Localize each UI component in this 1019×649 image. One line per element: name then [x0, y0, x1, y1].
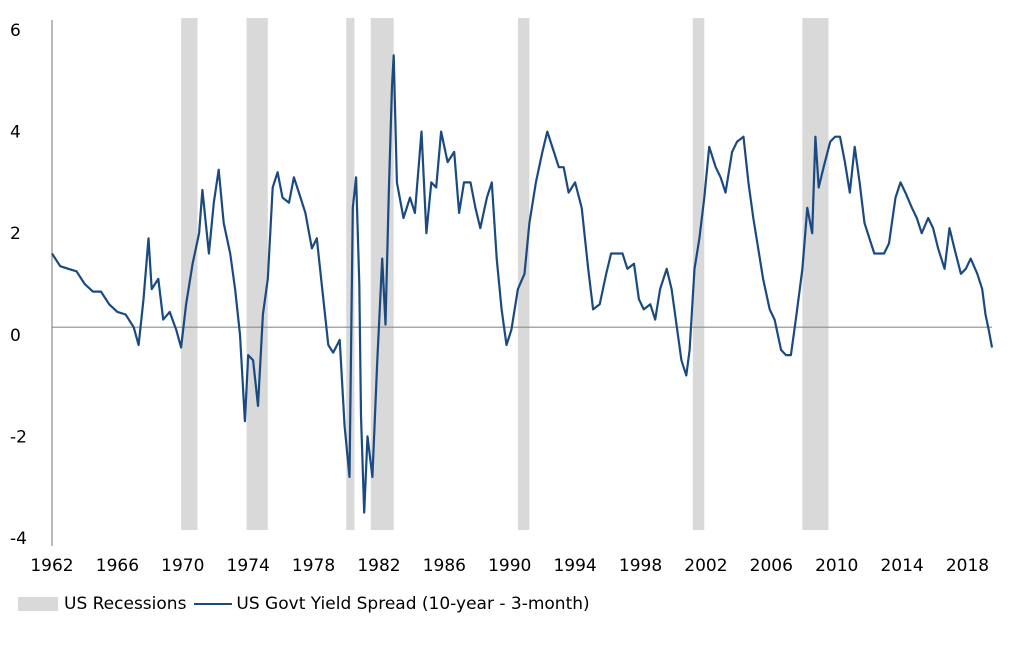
x-axis-ticks: 1962 1966 1970 1974 1978 1982 1986 1990 1994 1998…	[30, 556, 989, 576]
x-tick-label: 1962	[30, 556, 73, 576]
y-tick-label: 2	[10, 224, 21, 244]
y-axis-ticks: 6 4 2 0 -2 -4	[10, 21, 27, 549]
x-tick-label: 2014	[880, 556, 923, 576]
x-tick-label: 2010	[815, 556, 858, 576]
y-tick-label: 0	[10, 326, 21, 346]
legend-label-recessions: US Recessions	[64, 594, 187, 614]
recession-band	[246, 18, 268, 530]
x-tick-label: 1966	[96, 556, 139, 576]
recession-swatch	[18, 597, 58, 611]
x-tick-label: 1986	[423, 556, 466, 576]
x-tick-label: 1974	[227, 556, 270, 576]
legend-label-spread: US Govt Yield Spread (10-year - 3-month)	[236, 594, 590, 614]
series-layer	[51, 54, 994, 514]
x-tick-label: 1982	[357, 556, 400, 576]
recession-band	[181, 18, 198, 530]
recession-band	[346, 18, 355, 530]
series-line-yield-spread	[51, 54, 994, 514]
legend: US Recessions US Govt Yield Spread (10-y…	[18, 590, 590, 618]
recession-bands	[181, 18, 829, 530]
legend-item-spread: US Govt Yield Spread (10-year - 3-month)	[186, 594, 590, 614]
x-tick-label: 1970	[161, 556, 204, 576]
y-tick-label: -4	[10, 529, 27, 549]
y-tick-label: 4	[10, 123, 21, 143]
recession-band	[692, 18, 705, 530]
x-tick-label: 2006	[750, 556, 793, 576]
y-tick-label: 6	[10, 21, 21, 41]
y-tick-label: -2	[10, 427, 27, 447]
x-tick-label: 2018	[946, 556, 989, 576]
legend-item-recessions: US Recessions	[18, 594, 186, 614]
x-tick-label: 1990	[488, 556, 531, 576]
x-tick-label: 2002	[684, 556, 727, 576]
x-tick-label: 1998	[619, 556, 662, 576]
x-tick-label: 1994	[553, 556, 596, 576]
spread-swatch	[194, 603, 233, 605]
recession-band	[802, 18, 829, 530]
x-tick-label: 1978	[292, 556, 335, 576]
